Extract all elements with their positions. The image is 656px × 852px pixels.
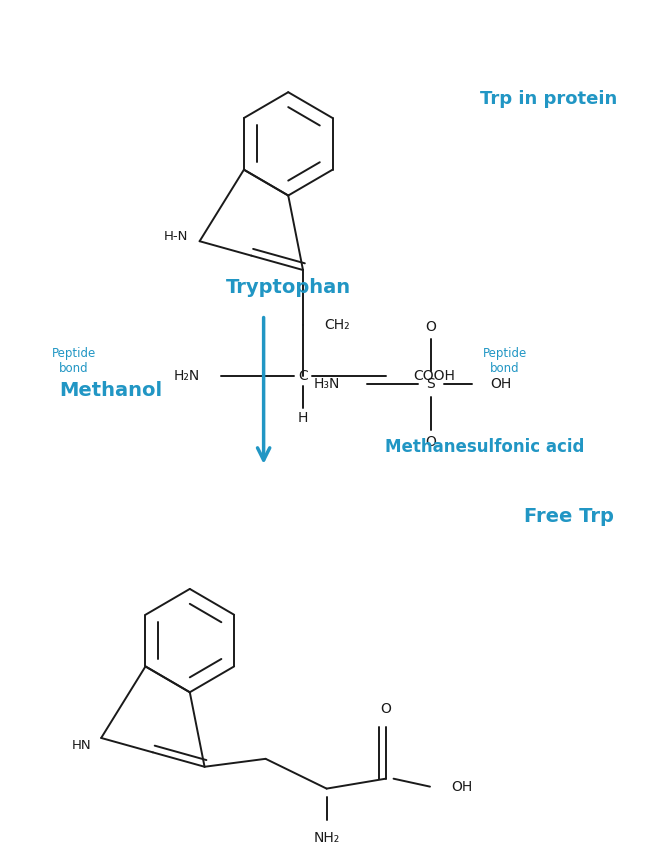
- Text: H: H: [298, 411, 308, 425]
- Text: Methanol: Methanol: [60, 381, 163, 400]
- Text: Peptide
bond: Peptide bond: [483, 348, 527, 376]
- Text: H₃N: H₃N: [314, 377, 340, 391]
- Text: COOH: COOH: [413, 369, 455, 383]
- Text: NH₂: NH₂: [314, 832, 340, 845]
- Text: O: O: [380, 702, 391, 717]
- Text: H₂N: H₂N: [173, 369, 199, 383]
- Text: H-N: H-N: [163, 230, 188, 243]
- Text: OH: OH: [490, 377, 511, 391]
- Text: C: C: [298, 369, 308, 383]
- Text: CH₂: CH₂: [325, 318, 350, 331]
- Text: Free Trp: Free Trp: [524, 507, 615, 526]
- Text: HN: HN: [72, 740, 91, 752]
- Text: S: S: [426, 377, 436, 391]
- Text: Tryptophan: Tryptophan: [226, 279, 351, 297]
- Text: O: O: [426, 435, 436, 449]
- Text: OH: OH: [451, 780, 473, 793]
- Text: Methanesulfonic acid: Methanesulfonic acid: [386, 438, 584, 456]
- Text: Trp in protein: Trp in protein: [480, 90, 617, 108]
- Text: O: O: [426, 320, 436, 334]
- Text: Peptide
bond: Peptide bond: [52, 348, 96, 376]
